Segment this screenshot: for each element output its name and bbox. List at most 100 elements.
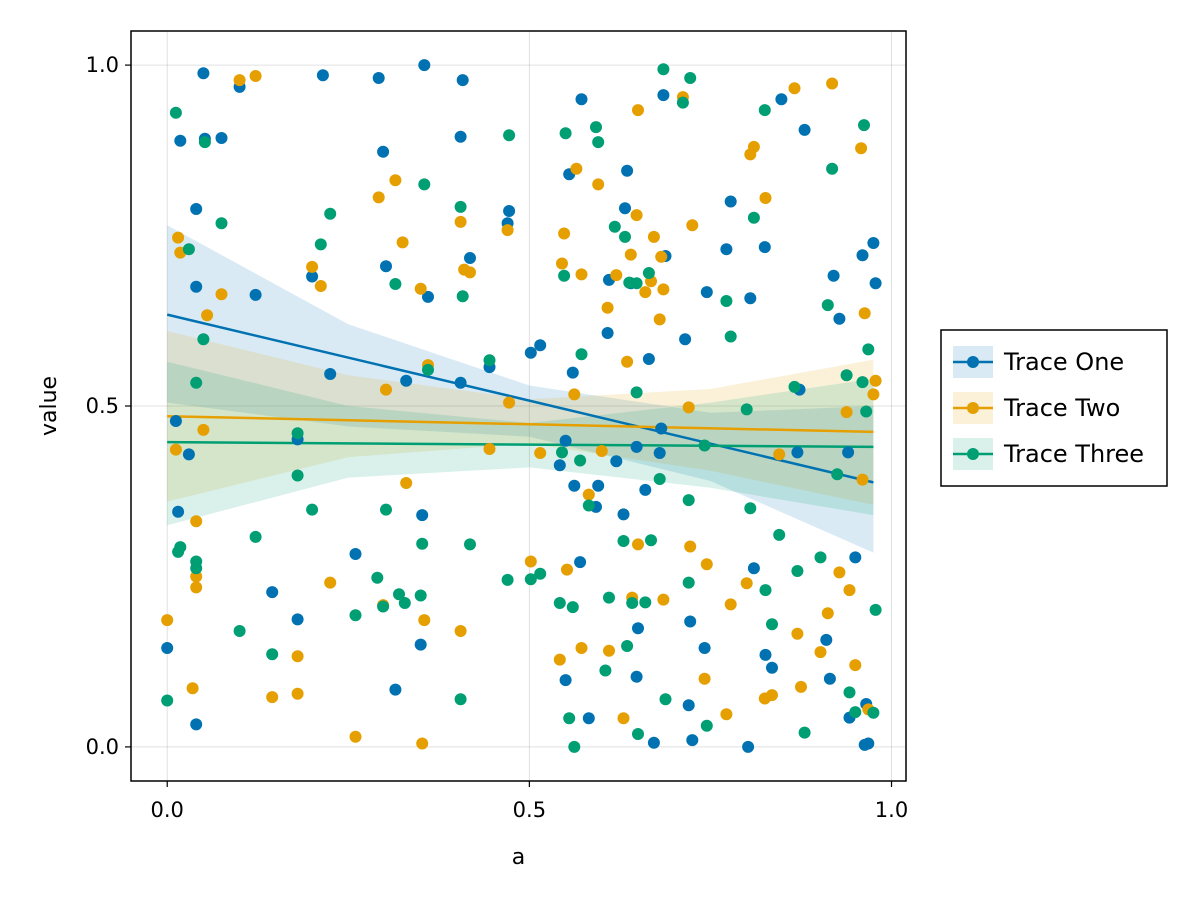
data-point-series-2: [766, 689, 778, 702]
data-point-series-1: [566, 366, 579, 379]
data-point-series-1: [619, 202, 631, 215]
data-point-series-3: [684, 72, 697, 84]
data-point-series-3: [418, 178, 431, 191]
data-point-series-3: [558, 269, 571, 282]
data-point-series-2: [747, 140, 760, 153]
data-point-series-2: [197, 423, 210, 436]
data-point-series-1: [630, 440, 643, 453]
data-point-series-3: [676, 96, 689, 109]
data-point-series-3: [190, 376, 203, 389]
data-point-series-1: [775, 93, 788, 106]
data-point-series-2: [558, 227, 571, 240]
data-point-series-2: [647, 230, 660, 243]
data-point-series-3: [599, 664, 612, 677]
data-point-series-2: [314, 280, 327, 292]
data-point-series-2: [561, 563, 573, 576]
data-point-series-1: [647, 736, 660, 749]
data-point-series-3: [349, 609, 362, 622]
data-point-series-2: [416, 737, 429, 750]
data-point-series-3: [862, 343, 875, 356]
data-point-series-1: [553, 459, 566, 472]
data-point-series-1: [724, 195, 737, 208]
data-point-series-1: [653, 447, 666, 459]
data-point-series-3: [503, 129, 516, 142]
data-point-series-1: [215, 132, 228, 144]
data-point-series-3: [698, 439, 711, 452]
data-point-series-1: [698, 642, 711, 654]
data-point-series-2: [700, 558, 713, 571]
data-point-series-3: [740, 403, 753, 416]
data-point-series-1: [454, 376, 467, 389]
data-point-series-1: [190, 203, 203, 215]
data-point-series-2: [266, 691, 279, 704]
data-point-series-3: [456, 290, 469, 303]
data-point-series-3: [590, 121, 602, 134]
data-point-series-2: [867, 388, 880, 401]
x-tick-label: 0.5: [513, 798, 546, 822]
data-point-series-3: [759, 584, 772, 597]
data-point-series-2: [524, 555, 537, 568]
data-point-series-3: [249, 530, 262, 543]
data-point-series-1: [621, 164, 634, 177]
y-tick-label: 1.0: [86, 53, 119, 77]
data-point-series-3: [758, 104, 771, 117]
data-point-series-2: [575, 268, 588, 281]
data-point-series-2: [833, 566, 846, 579]
data-point-series-1: [503, 205, 516, 217]
y-tick-label: 0.0: [86, 735, 119, 759]
data-point-series-3: [626, 597, 639, 609]
data-point-series-3: [747, 211, 760, 224]
y-axis-label: value: [37, 376, 62, 436]
data-point-series-3: [377, 600, 390, 613]
data-point-series-3: [314, 238, 327, 251]
data-point-series-3: [831, 468, 844, 481]
axis-ticks: 0.0 0.5 1.0 0.0 0.5 1.0: [86, 53, 909, 822]
data-point-series-3: [869, 603, 882, 616]
data-point-series-2: [624, 248, 637, 261]
data-point-series-2: [720, 708, 733, 721]
data-point-series-2: [657, 283, 670, 296]
data-point-series-3: [798, 726, 811, 739]
data-point-series-2: [400, 477, 413, 489]
data-point-series-2: [621, 355, 634, 368]
fit-line-3: [167, 440, 874, 449]
data-point-series-2: [686, 219, 699, 232]
data-point-series-1: [266, 586, 279, 599]
data-point-series-2: [773, 448, 786, 461]
data-point-series-3: [630, 386, 643, 399]
data-point-series-3: [393, 588, 405, 601]
data-point-series-3: [700, 719, 713, 732]
legend-label: Trace Three: [1003, 440, 1144, 468]
data-point-series-2: [233, 74, 246, 87]
data-point-series-1: [372, 72, 385, 84]
data-point-series-1: [582, 712, 595, 725]
data-point-series-1: [842, 446, 855, 459]
data-point-series-3: [826, 162, 839, 175]
data-point-series-2: [601, 301, 614, 314]
data-point-series-2: [324, 576, 337, 589]
data-point-series-3: [198, 136, 211, 149]
data-point-series-1: [867, 237, 880, 249]
data-point-series-1: [758, 241, 771, 254]
data-point-series-3: [645, 534, 657, 547]
data-point-series-3: [617, 535, 630, 547]
data-point-series-2: [503, 396, 516, 409]
data-point-series-3: [630, 277, 643, 290]
data-point-series-2: [826, 77, 839, 90]
data-point-series-2: [795, 680, 807, 693]
data-point-series-3: [682, 494, 695, 507]
data-point-series-1: [617, 508, 630, 521]
data-point-series-3: [182, 243, 195, 256]
data-point-series-1: [416, 509, 429, 522]
data-point-series-2: [349, 730, 362, 743]
data-point-series-1: [454, 130, 467, 143]
data-point-series-1: [791, 446, 804, 459]
data-point-series-3: [843, 686, 856, 699]
data-point-series-2: [632, 538, 644, 551]
data-point-series-3: [653, 473, 666, 485]
data-point-series-3: [724, 330, 737, 343]
data-point-series-2: [869, 374, 882, 387]
legend-label: Trace Two: [1003, 394, 1120, 422]
data-point-series-1: [418, 59, 431, 72]
data-point-series-1: [700, 286, 713, 299]
